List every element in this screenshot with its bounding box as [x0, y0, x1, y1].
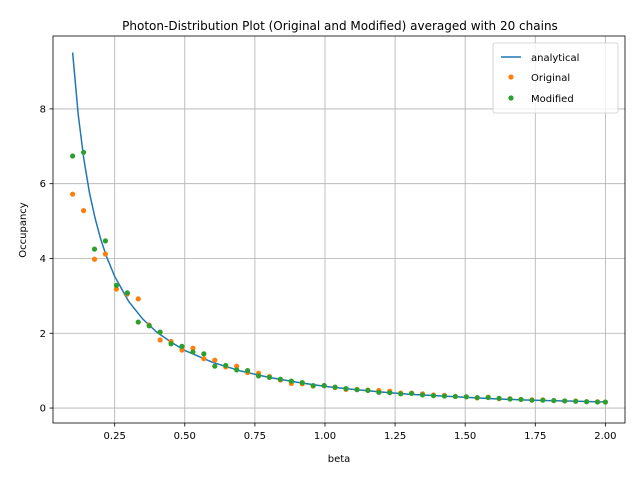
original-data-point: [135, 296, 141, 302]
modified-data-point: [485, 394, 491, 401]
modified-data-point: [70, 153, 76, 159]
modified-data-point: [398, 391, 404, 397]
modified-data-point: [594, 399, 601, 405]
modified-data-point: [507, 396, 513, 402]
x-axis-title: beta: [328, 454, 351, 465]
modified-data-point: [244, 368, 251, 374]
original-data-point: [190, 345, 196, 351]
modified-data-point: [80, 149, 87, 155]
modified-data-point: [157, 329, 163, 335]
modified-data-point: [332, 384, 338, 390]
legend-analytical-label: analytical: [531, 53, 579, 64]
modified-data-point: [102, 238, 109, 244]
original-data-point: [113, 286, 119, 292]
plot-data: [70, 52, 608, 405]
modified-data-point: [496, 395, 502, 401]
y-tick-label: 6: [40, 179, 46, 190]
modified-data-point: [201, 351, 207, 357]
x-tick-label: 1.50: [454, 431, 476, 442]
original-data-point: [179, 347, 185, 353]
y-axis-title: Occupancy: [18, 202, 29, 258]
modified-data-point: [354, 387, 360, 393]
original-data-point: [234, 363, 240, 369]
x-tick-label: 1.75: [524, 431, 546, 442]
x-axis: 0.25 0.50 0.75 1.00 1.25 1.50 1.75 2.00: [104, 423, 617, 442]
modified-data-point: [441, 393, 448, 399]
modified-data-point: [168, 341, 174, 347]
legend-modified-label: Modified: [531, 94, 574, 105]
modified-data-point: [343, 386, 349, 392]
modified-data-point: [146, 323, 152, 329]
chart-title: Photon-Distribution Plot (Original and M…: [122, 19, 558, 33]
modified-data-point: [190, 349, 196, 355]
modified-data-point: [529, 397, 535, 403]
legend-box: [492, 42, 619, 114]
y-tick-label: 2: [40, 329, 46, 340]
modified-data-point: [562, 398, 568, 404]
modified-data-point: [212, 363, 218, 369]
modified-data-point: [288, 378, 294, 384]
original-data-point: [157, 337, 163, 343]
original-data-point: [70, 191, 76, 197]
x-tick-label: 0.25: [104, 431, 126, 442]
original-data-point: [91, 256, 98, 262]
modified-data-point: [602, 399, 608, 405]
plot-area-frame: [52, 35, 626, 424]
y-tick-label: 0: [40, 404, 46, 415]
original-data-point: [102, 251, 109, 257]
legend: analytical Original Modified: [492, 42, 619, 114]
modified-data-point: [321, 383, 327, 389]
modified-data-point: [540, 397, 546, 403]
modified-data-point: [452, 393, 458, 400]
original-data-point: [212, 357, 218, 363]
modified-data-point: [463, 394, 469, 400]
modified-data-point: [419, 392, 426, 398]
modified-data-point: [179, 343, 185, 349]
x-tick-label: 1.25: [384, 431, 406, 442]
modified-data-point: [365, 387, 371, 394]
original-data-point: [201, 356, 207, 362]
x-tick-label: 0.50: [174, 431, 196, 442]
modified-data-point: [91, 246, 98, 252]
y-axis: 0 2 4 6 8: [40, 104, 53, 415]
y-tick-label: 4: [40, 254, 46, 265]
modified-data-point: [409, 390, 415, 397]
modified-data-point: [387, 390, 393, 396]
modified-data-point: [124, 290, 130, 296]
modified-data-point: [551, 397, 557, 404]
modified-data-point: [310, 383, 316, 389]
legend-original-label: Original: [531, 73, 570, 84]
modified-data-point: [113, 282, 119, 288]
modified-data-point: [376, 389, 382, 395]
modified-data-point: [234, 367, 240, 373]
modified-data-point: [474, 394, 480, 401]
modified-data-point: [518, 396, 524, 403]
modified-data-point: [255, 373, 262, 379]
modified-data-point: [277, 376, 283, 382]
legend-modified-marker: [508, 95, 514, 101]
legend-original-marker: [508, 74, 514, 80]
modified-data-point: [299, 380, 305, 386]
y-tick-label: 8: [40, 104, 46, 115]
x-tick-label: 2.00: [594, 431, 616, 442]
modified-data-point: [266, 374, 273, 380]
x-tick-label: 1.00: [314, 431, 336, 442]
modified-data-point: [135, 319, 141, 325]
modified-data-point: [430, 393, 437, 399]
x-tick-label: 0.75: [244, 431, 266, 442]
modified-data-point: [573, 398, 579, 404]
modified-data-point: [223, 362, 229, 369]
original-data-point: [80, 208, 87, 214]
modified-data-point: [583, 399, 590, 405]
